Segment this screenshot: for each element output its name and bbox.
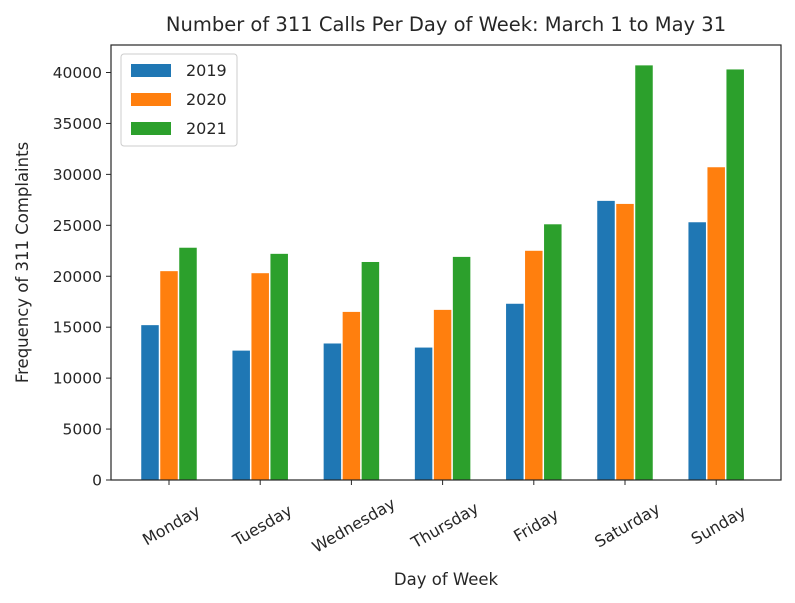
legend-label-2019: 2019 [186,61,227,80]
bar-sunday-2019 [688,222,706,480]
bar-sunday-2020 [707,167,725,481]
y-tick-label: 0 [92,472,102,490]
legend-swatch-2021 [131,122,171,135]
bar-saturday-2020 [616,203,634,480]
x-tick-label: Wednesday [309,494,399,557]
legend-swatch-2019 [131,64,171,77]
bar-tuesday-2021 [270,253,288,480]
bar-wednesday-2020 [342,311,361,480]
y-tick-label: 40000 [53,64,102,82]
bar-thursday-2020 [433,309,452,480]
y-tick-label: 15000 [53,319,102,337]
x-tick-label: Monday [139,501,203,549]
legend-label-2021: 2021 [186,119,227,138]
legend: 2019 2020 2021 [120,53,238,147]
y-tick-label: 5000 [63,421,102,439]
bar-monday-2021 [179,247,197,480]
bar-tuesday-2020 [251,273,269,480]
x-tick-label: Saturday [591,499,663,552]
chart-title: Number of 311 Calls Per Day of Week: Mar… [166,13,726,36]
y-tick-label: 35000 [53,115,102,133]
bar-monday-2019 [141,325,159,480]
x-tick-label: Sunday [688,502,749,548]
legend-swatch-2020 [131,93,171,106]
bar-friday-2020 [525,250,543,480]
bar-sunday-2021 [726,69,744,480]
x-tick-label: Tuesday [229,501,296,551]
y-tick-label: 20000 [53,268,102,286]
bar-wednesday-2019 [323,343,342,480]
bar-saturday-2019 [597,200,615,480]
bar-thursday-2019 [414,347,433,480]
y-tick-label: 10000 [53,370,102,388]
bar-friday-2019 [506,303,524,480]
bar-monday-2020 [160,271,178,480]
x-tick-label: Thursday [407,498,482,552]
x-axis-label: Day of Week [394,570,499,589]
x-tick-label: Friday [510,505,562,546]
bar-friday-2021 [544,224,562,480]
plot-frame [110,44,782,481]
bar-thursday-2021 [452,256,471,480]
bar-tuesday-2019 [232,350,250,480]
bar-wednesday-2021 [361,261,380,480]
legend-label-2020: 2020 [186,90,227,109]
y-axis-label: Frequency of 311 Complaints [13,142,32,383]
bar-saturday-2021 [635,65,653,481]
y-tick-label: 30000 [53,166,102,184]
y-tick-label: 25000 [53,217,102,235]
